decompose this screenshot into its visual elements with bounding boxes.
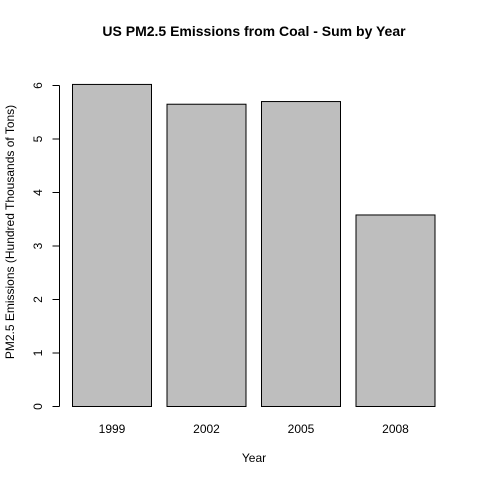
bar-2002 xyxy=(166,103,247,407)
chart-title: US PM2.5 Emissions from Coal - Sum by Ye… xyxy=(102,23,406,39)
x-axis-tick-labels: 1999 2002 2005 2008 xyxy=(99,422,410,436)
x-tick-label-2002: 2002 xyxy=(193,422,220,436)
y-axis: 0 1 2 3 4 5 6 xyxy=(31,82,60,410)
bar-1999 xyxy=(72,83,152,408)
bar-2005 xyxy=(261,101,341,408)
y-tick-label-1: 1 xyxy=(31,349,45,356)
y-tick-label-2: 2 xyxy=(31,296,45,303)
y-tick-label-4: 4 xyxy=(31,189,45,196)
y-tick-label-6: 6 xyxy=(31,82,45,89)
x-tick-label-2005: 2005 xyxy=(288,422,315,436)
y-axis-label: PM2.5 Emissions (Hundred Thousands of To… xyxy=(3,105,17,359)
bars-group xyxy=(72,83,436,408)
y-tick-label-0: 0 xyxy=(31,403,45,410)
x-tick-label-2008: 2008 xyxy=(382,422,409,436)
y-tick-label-5: 5 xyxy=(31,135,45,142)
y-tick-label-3: 3 xyxy=(31,242,45,249)
x-axis-label: Year xyxy=(242,451,266,465)
x-tick-label-1999: 1999 xyxy=(99,422,126,436)
bar-2008 xyxy=(355,214,436,407)
